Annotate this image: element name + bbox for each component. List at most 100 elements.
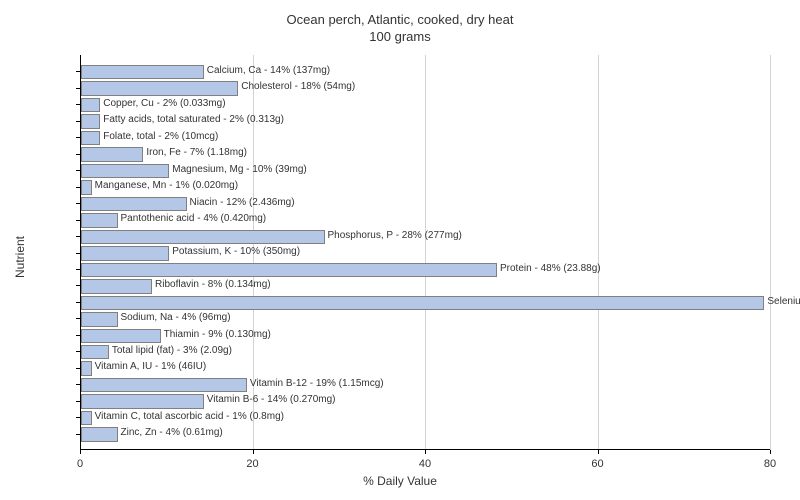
y-tick <box>76 88 80 89</box>
x-tick <box>80 450 81 454</box>
bar <box>81 213 118 227</box>
bar <box>81 296 764 310</box>
bar-row: Zinc, Zn - 4% (0.61mg) <box>80 425 770 441</box>
y-tick <box>76 384 80 385</box>
bar <box>81 180 92 194</box>
bar <box>81 427 118 441</box>
grid-line <box>770 55 771 450</box>
plot-area: Calcium, Ca - 14% (137mg)Cholesterol - 1… <box>80 55 770 450</box>
bar-label: Sodium, Na - 4% (96mg) <box>121 310 231 326</box>
bar-row: Iron, Fe - 7% (1.18mg) <box>80 145 770 161</box>
bar-row: Vitamin A, IU - 1% (46IU) <box>80 359 770 375</box>
bar-label: Manganese, Mn - 1% (0.020mg) <box>95 178 238 194</box>
bar-row: Riboflavin - 8% (0.134mg) <box>80 277 770 293</box>
bar <box>81 263 497 277</box>
y-tick <box>76 285 80 286</box>
y-tick <box>76 302 80 303</box>
x-tick <box>598 450 599 454</box>
bar-label: Magnesium, Mg - 10% (39mg) <box>172 162 307 178</box>
bar-row: Total lipid (fat) - 3% (2.09g) <box>80 343 770 359</box>
bar-row: Magnesium, Mg - 10% (39mg) <box>80 162 770 178</box>
title-line-2: 100 grams <box>369 29 430 44</box>
bar <box>81 279 152 293</box>
bar-label: Phosphorus, P - 28% (277mg) <box>328 228 462 244</box>
bar-label: Selenium, Se - 79% (55.5mcg) <box>767 294 800 310</box>
bar-label: Vitamin C, total ascorbic acid - 1% (0.8… <box>95 409 284 425</box>
x-tick <box>253 450 254 454</box>
bar-label: Total lipid (fat) - 3% (2.09g) <box>112 343 232 359</box>
bar <box>81 81 238 95</box>
bar-row: Potassium, K - 10% (350mg) <box>80 244 770 260</box>
bar-row: Folate, total - 2% (10mcg) <box>80 129 770 145</box>
y-tick <box>76 351 80 352</box>
bar-label: Zinc, Zn - 4% (0.61mg) <box>121 425 223 441</box>
bar <box>81 361 92 375</box>
bar-label: Protein - 48% (23.88g) <box>500 261 601 277</box>
y-tick <box>76 154 80 155</box>
x-tick-label: 80 <box>764 458 776 470</box>
y-tick <box>76 137 80 138</box>
x-axis-label: % Daily Value <box>0 474 800 488</box>
bar <box>81 312 118 326</box>
x-tick-label: 0 <box>77 458 83 470</box>
y-tick <box>76 187 80 188</box>
nutrient-chart: Ocean perch, Atlantic, cooked, dry heat … <box>0 0 800 500</box>
bar <box>81 98 100 112</box>
bar-row: Copper, Cu - 2% (0.033mg) <box>80 96 770 112</box>
bar-label: Cholesterol - 18% (54mg) <box>241 79 355 95</box>
bar <box>81 65 204 79</box>
bar-row: Phosphorus, P - 28% (277mg) <box>80 228 770 244</box>
bar <box>81 394 204 408</box>
bar <box>81 246 169 260</box>
bar-row: Cholesterol - 18% (54mg) <box>80 79 770 95</box>
bar-row: Manganese, Mn - 1% (0.020mg) <box>80 178 770 194</box>
y-tick <box>76 253 80 254</box>
bar-label: Folate, total - 2% (10mcg) <box>103 129 218 145</box>
bar-row: Thiamin - 9% (0.130mg) <box>80 327 770 343</box>
bar <box>81 411 92 425</box>
bar-row: Sodium, Na - 4% (96mg) <box>80 310 770 326</box>
bar <box>81 131 100 145</box>
bar-label: Pantothenic acid - 4% (0.420mg) <box>121 211 267 227</box>
chart-title: Ocean perch, Atlantic, cooked, dry heat … <box>0 0 800 46</box>
bar-label: Vitamin A, IU - 1% (46IU) <box>95 359 207 375</box>
bar-row: Calcium, Ca - 14% (137mg) <box>80 63 770 79</box>
y-tick <box>76 434 80 435</box>
y-tick <box>76 401 80 402</box>
bar-row: Vitamin C, total ascorbic acid - 1% (0.8… <box>80 409 770 425</box>
y-tick <box>76 220 80 221</box>
bar <box>81 164 169 178</box>
bar <box>81 147 143 161</box>
bar-row: Niacin - 12% (2.436mg) <box>80 195 770 211</box>
bar-row: Selenium, Se - 79% (55.5mcg) <box>80 294 770 310</box>
bar-label: Fatty acids, total saturated - 2% (0.313… <box>103 112 284 128</box>
bar-label: Vitamin B-6 - 14% (0.270mg) <box>207 392 336 408</box>
x-tick-label: 20 <box>246 458 258 470</box>
y-tick <box>76 368 80 369</box>
bar-row: Fatty acids, total saturated - 2% (0.313… <box>80 112 770 128</box>
y-tick <box>76 104 80 105</box>
bar-label: Iron, Fe - 7% (1.18mg) <box>146 145 247 161</box>
y-tick <box>76 71 80 72</box>
x-tick <box>770 450 771 454</box>
y-axis-label: Nutrient <box>13 236 27 278</box>
bar <box>81 114 100 128</box>
bar <box>81 329 161 343</box>
bar-label: Potassium, K - 10% (350mg) <box>172 244 300 260</box>
bar <box>81 197 187 211</box>
bar-label: Niacin - 12% (2.436mg) <box>190 195 295 211</box>
y-tick <box>76 236 80 237</box>
y-tick <box>76 269 80 270</box>
y-tick <box>76 417 80 418</box>
y-tick <box>76 318 80 319</box>
y-tick <box>76 170 80 171</box>
bar-row: Vitamin B-12 - 19% (1.15mcg) <box>80 376 770 392</box>
y-tick <box>76 121 80 122</box>
y-tick <box>76 203 80 204</box>
bar <box>81 345 109 359</box>
bar <box>81 230 325 244</box>
x-tick <box>425 450 426 454</box>
y-tick <box>76 335 80 336</box>
bar-label: Thiamin - 9% (0.130mg) <box>164 327 271 343</box>
bar-label: Calcium, Ca - 14% (137mg) <box>207 63 330 79</box>
